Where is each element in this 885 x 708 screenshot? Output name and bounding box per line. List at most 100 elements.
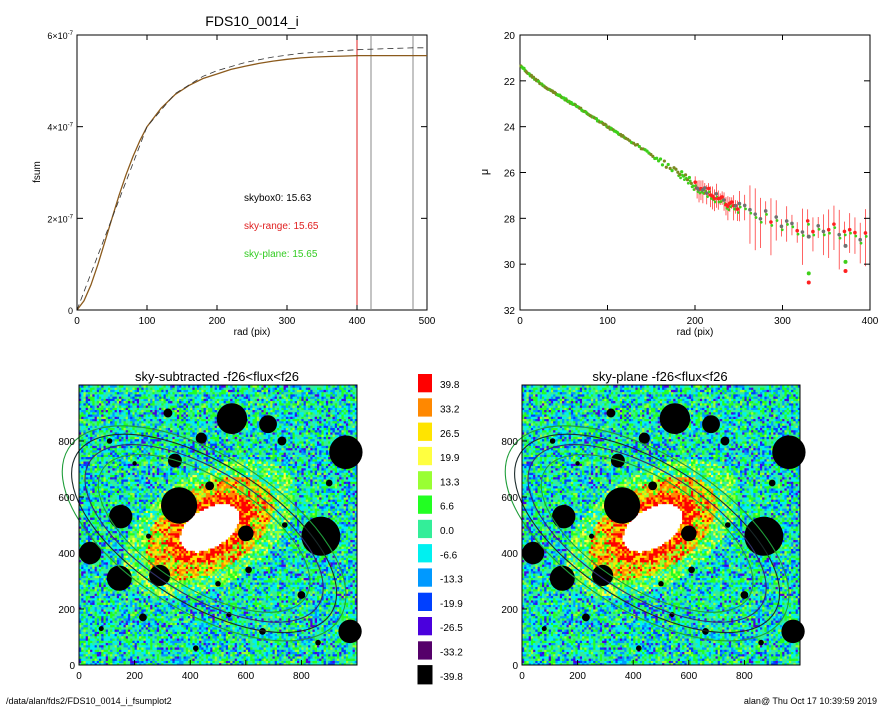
profile-point-sky-plane: [849, 231, 852, 235]
sky-subtracted-pixel: [308, 642, 311, 646]
sky-subtracted-pixel: [130, 635, 133, 639]
sky-subtracted-pixel: [343, 618, 347, 621]
sky-subtracted-pixel: [103, 649, 107, 652]
sky-subtracted-pixel: [245, 658, 249, 661]
sky-subtracted-pixel: [221, 591, 224, 594]
sky-subtracted-pixel: [127, 629, 131, 632]
sky-subtracted-pixel: [150, 620, 153, 623]
sky-subtracted-pixel: [305, 658, 309, 661]
sky-subtracted-pixel: [107, 649, 111, 652]
sky-subtracted-pixel: [234, 626, 238, 630]
sky-subtracted-pixel: [152, 642, 156, 646]
sky-subtracted-pixel: [85, 656, 89, 659]
sky-subtracted-pixel: [114, 656, 118, 659]
sky-subtracted-pixel: [243, 662, 247, 666]
sky-subtracted-pixel: [194, 638, 198, 641]
sky-subtracted-pixel: [183, 647, 187, 650]
sky-subtracted-pixel: [136, 629, 140, 632]
sky-subtracted-pixel: [161, 620, 164, 623]
sky-subtracted-pixel: [250, 613, 253, 617]
sky-subtracted-pixel: [328, 662, 331, 666]
sky-subtracted-pixel: [210, 635, 213, 639]
sky-subtracted-pixel: [85, 642, 89, 646]
sky-subtracted-pixel: [232, 656, 236, 659]
sky-subtracted-pixel: [185, 651, 189, 655]
sky-subtracted-pixel: [339, 638, 342, 641]
sky-subtracted-pixel: [225, 647, 229, 650]
sky-subtracted-pixel: [154, 660, 158, 664]
sky-subtracted-pixel: [299, 635, 302, 639]
sky-subtracted-pixel: [94, 656, 98, 659]
sky-subtracted-pixel: [143, 662, 147, 666]
sky-subtracted-pixel: [268, 660, 271, 664]
sky-subtracted-pixel: [181, 635, 184, 639]
sky-subtracted-pixel: [119, 633, 122, 637]
sky-subtracted-pixel: [317, 629, 320, 632]
sky-subtracted-pixel: [161, 647, 164, 650]
sky-subtracted-pixel: [259, 649, 262, 652]
sky-subtracted-pixel: [203, 624, 207, 628]
sky-subtracted-pixel: [156, 606, 160, 610]
sky-subtracted-pixel: [337, 626, 340, 630]
sky-subtracted-pixel: [101, 622, 104, 626]
sky-subtracted-pixel: [134, 647, 138, 650]
sky-subtracted-pixel: [325, 622, 329, 626]
sky-subtracted-pixel: [154, 626, 158, 630]
sky-subtracted-pixel: [312, 618, 316, 621]
sky-subtracted-pixel: [141, 649, 144, 652]
sky-subtracted-pixel: [241, 620, 245, 623]
sky-subtracted-pixel: [279, 653, 282, 657]
sky-subtracted-pixel: [332, 658, 336, 661]
sky-subtracted-pixel: [201, 647, 204, 650]
sky-subtracted-pixel: [339, 622, 342, 626]
sky-subtracted-pixel: [283, 649, 287, 652]
sky-subtracted-pixel: [272, 658, 276, 661]
sky-subtracted-pixel: [183, 651, 187, 655]
sky-subtracted-pixel: [163, 635, 167, 639]
sky-subtracted-pixel: [323, 651, 327, 655]
sky-subtracted-map-panel: sky-subtracted -f26<flux<f26 0 200 400 600 8…: [58, 369, 363, 682]
sky-subtracted-pixel: [341, 651, 345, 655]
sky-subtracted-pixel: [339, 649, 342, 652]
sky-subtracted-pixel: [134, 635, 138, 639]
sky-subtracted-pixel: [123, 662, 127, 666]
sky-subtracted-pixel: [121, 640, 124, 644]
sky-subtracted-pixel: [127, 633, 131, 637]
sky-subtracted-pixel: [294, 602, 298, 605]
sky-subtracted-pixel: [92, 647, 95, 650]
sky-subtracted-pixel: [328, 640, 331, 644]
sky-subtracted-pixel: [168, 622, 171, 626]
sky-subtracted-pixel: [350, 660, 353, 664]
sky-subtracted-pixel: [123, 656, 127, 659]
sky-subtracted-pixel: [241, 649, 245, 652]
sky-subtracted-pixel: [230, 633, 233, 637]
sky-subtracted-pixel: [256, 618, 260, 621]
sky-subtracted-pixel: [143, 660, 147, 664]
sky-subtracted-pixel: [348, 649, 351, 652]
sky-subtracted-pixel: [239, 584, 242, 588]
sky-subtracted-pixel: [228, 647, 231, 650]
sky-subtracted-pixel: [343, 644, 347, 648]
sky-subtracted-pixel: [163, 660, 167, 664]
sky-subtracted-pixel: [303, 640, 307, 644]
sky-subtracted-pixel: [90, 656, 93, 659]
profile-point: [774, 215, 778, 219]
profile-point-sky-plane: [708, 190, 711, 194]
sky-subtracted-pixel: [323, 640, 327, 644]
sky-subtracted-pixel: [94, 615, 98, 619]
sky-subtracted-pixel: [248, 642, 251, 646]
sky-subtracted-pixel: [325, 631, 329, 635]
sky-subtracted-pixel: [297, 633, 300, 637]
sky-subtracted-pixel: [248, 622, 251, 626]
sky-subtracted-pixel: [83, 638, 87, 641]
sky-subtracted-pixel: [212, 644, 216, 648]
sky-subtracted-pixel: [201, 658, 204, 661]
sky-subtracted-pixel: [339, 642, 342, 646]
sky-subtracted-pixel: [101, 624, 104, 628]
sky-subtracted-pixel: [150, 615, 153, 619]
sky-subtracted-pixel: [325, 633, 329, 637]
sky-subtracted-pixel: [194, 653, 198, 657]
sky-subtracted-pixel: [283, 656, 287, 659]
sky-subtracted-pixel: [132, 649, 136, 652]
sky-subtracted-pixel: [174, 644, 178, 648]
